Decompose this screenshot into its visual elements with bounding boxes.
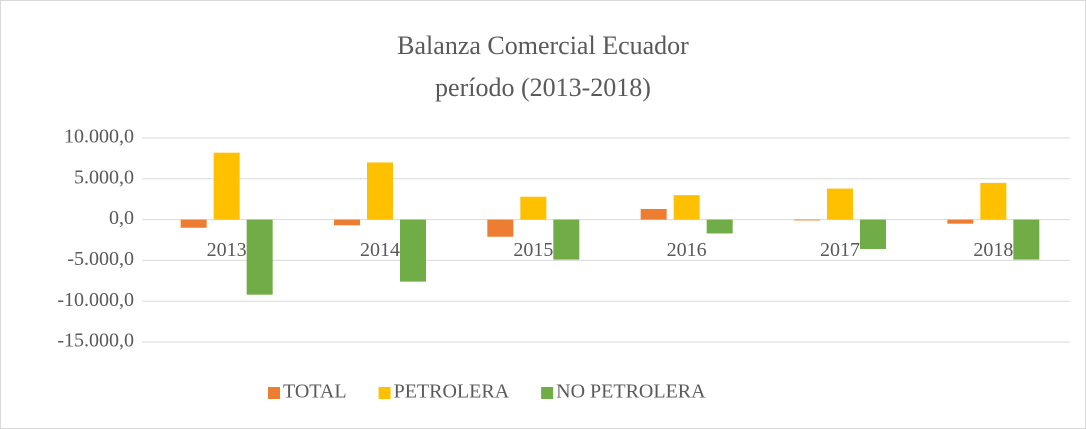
x-tick-label: 2014 bbox=[360, 239, 400, 261]
bar bbox=[827, 188, 853, 220]
bar bbox=[400, 219, 426, 282]
legend-swatch bbox=[378, 387, 391, 399]
x-tick-label: 2016 bbox=[667, 239, 707, 261]
bar bbox=[246, 219, 273, 295]
bar bbox=[860, 219, 886, 249]
bar bbox=[213, 152, 240, 220]
x-tick-label: 2013 bbox=[207, 239, 247, 261]
legend-label: TOTAL bbox=[283, 381, 347, 403]
bar bbox=[180, 219, 207, 228]
chart-subtitle: período (2013-2018) bbox=[435, 73, 651, 102]
bar bbox=[367, 162, 393, 220]
chart-title: Balanza Comercial Ecuador bbox=[397, 31, 689, 60]
y-tick-label: -5.000,0 bbox=[67, 248, 134, 270]
legend-swatch bbox=[268, 387, 280, 399]
y-tick-label: -15.000,0 bbox=[57, 330, 134, 352]
bar bbox=[673, 195, 700, 220]
x-tick-label: 2015 bbox=[513, 239, 553, 261]
x-tick-label: 2017 bbox=[820, 239, 860, 261]
legend-swatch bbox=[541, 387, 554, 399]
y-tick-label: 5.000,0 bbox=[74, 166, 134, 188]
legend-label: NO PETROLERA bbox=[556, 381, 706, 403]
bar bbox=[553, 219, 580, 260]
bar bbox=[794, 219, 820, 221]
legend-label: PETROLERA bbox=[394, 381, 510, 403]
bar bbox=[334, 219, 360, 226]
bar bbox=[947, 219, 974, 224]
y-tick-label: 10.000,0 bbox=[64, 126, 134, 148]
bar bbox=[520, 196, 547, 220]
bar bbox=[640, 208, 667, 220]
bar bbox=[487, 219, 514, 237]
y-tick-label: 0,0 bbox=[109, 207, 134, 229]
bar bbox=[706, 219, 733, 234]
y-tick-label: -10.000,0 bbox=[57, 289, 134, 311]
bar bbox=[1013, 219, 1040, 260]
x-tick-label: 2018 bbox=[973, 239, 1013, 261]
bar bbox=[980, 182, 1007, 220]
